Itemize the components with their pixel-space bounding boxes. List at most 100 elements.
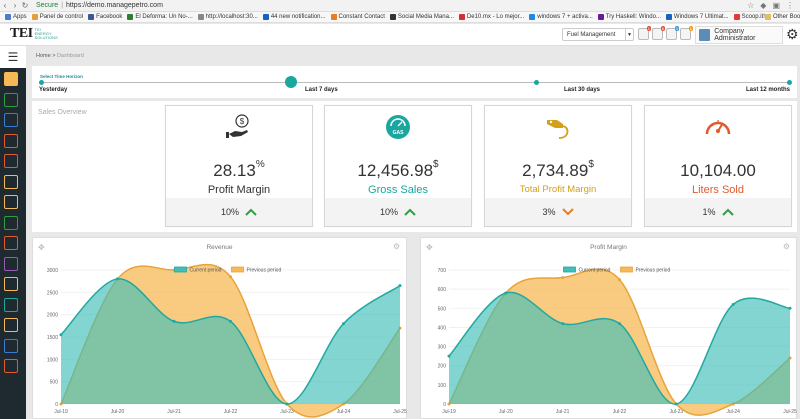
slider-track[interactable]	[42, 82, 790, 83]
svg-text:GAS: GAS	[393, 130, 405, 136]
kpi-change-value: 3%	[542, 207, 556, 217]
module-select[interactable]: Fuel Management ▼	[562, 28, 634, 41]
x-tick-label: Jul-22	[224, 409, 238, 415]
sidebar-chart-icon[interactable]	[4, 338, 18, 353]
legend-swatch-current	[563, 266, 576, 273]
y-tick-label: 500	[50, 380, 59, 386]
sidebar-cart-icon[interactable]	[4, 92, 18, 107]
sidebar-bell-icon[interactable]	[4, 256, 18, 271]
bookmark-item[interactable]: El Deforma: Un No-...	[127, 14, 193, 20]
calendar-icon[interactable]: 6	[652, 26, 665, 40]
kpi-card-profit-margin[interactable]: $ 28.13% Profit Margin 10%	[165, 105, 313, 227]
series-area-current	[449, 292, 790, 405]
bookmark-item[interactable]: De10.mx - Lo mejor...	[458, 14, 525, 20]
notification-badge: 0	[674, 26, 679, 31]
bookmark-favicon-icon	[127, 14, 134, 20]
kpi-card-gross-sales[interactable]: GAS 12,456.98$ Gross Sales 10%	[324, 105, 472, 227]
bookmark-item[interactable]: Social Media Mana...	[389, 14, 454, 20]
y-tick-label: 300	[438, 345, 447, 351]
bookmark-favicon-icon	[5, 14, 11, 20]
messages-icon[interactable]: 0	[666, 26, 679, 40]
kpi-card-total-profit-margin[interactable]: 2,734.89$ Total Profit Margin 3%	[484, 105, 632, 227]
data-point	[172, 319, 176, 323]
sidebar-droplet-icon[interactable]	[4, 297, 18, 312]
gear-icon[interactable]: ⚙	[392, 242, 400, 251]
slider-stop-12-months[interactable]	[787, 80, 792, 85]
extension-icon[interactable]: ◆	[760, 1, 767, 10]
bookmark-label: windows 7 + activa...	[537, 14, 593, 20]
bookmark-item[interactable]: 44 new notification...	[262, 14, 326, 20]
sales-overview-title: Sales Overview	[38, 109, 87, 116]
kpi-card-liters-sold[interactable]: 10,104.00 Liters Sold 1%	[644, 105, 792, 227]
bookmark-item[interactable]: Scoop.it!	[733, 14, 765, 20]
horizon-option[interactable]: Last 7 days	[305, 87, 338, 93]
trend-up-icon	[721, 208, 734, 216]
kpi-name: Gross Sales	[368, 184, 428, 196]
sidebar-sliders-icon[interactable]	[4, 174, 18, 189]
x-tick-label: Jul-24	[726, 409, 740, 415]
slider-stop-30-days[interactable]	[534, 80, 539, 85]
back-icon[interactable]: ‹	[3, 1, 7, 10]
sidebar-card-icon[interactable]	[4, 195, 18, 209]
time-horizon-label: Select Time Horizon	[40, 74, 83, 79]
menu-icon[interactable]: ⋮	[786, 1, 794, 10]
sidebar-money-icon[interactable]	[4, 215, 18, 230]
kpi-name: Total Profit Margin	[519, 184, 597, 195]
bookmark-item[interactable]: Panel de control	[31, 14, 83, 20]
user-menu[interactable]: Company Administrator	[695, 26, 783, 44]
horizon-option[interactable]: Yesterday	[39, 87, 68, 93]
horizon-option[interactable]: Last 30 days	[564, 87, 601, 93]
bookmark-favicon-icon	[389, 14, 396, 20]
other-bookmarks[interactable]: Other Bookmarks	[764, 14, 800, 20]
bookmark-item[interactable]: Constant Contact	[330, 14, 385, 20]
bookmark-label: De10.mx - Lo mejor...	[466, 14, 525, 20]
bookmark-item[interactable]: Facebook	[88, 14, 122, 20]
sidebar-dashboard-icon[interactable]	[4, 72, 18, 86]
x-tick-label: Jul-19	[54, 409, 68, 415]
legend-label: Previous period	[247, 268, 282, 274]
sidebar-flag-icon[interactable]	[4, 113, 18, 127]
sidebar-puzzle-icon[interactable]	[4, 359, 18, 373]
bookmark-item[interactable]: http://localhost:30...	[197, 14, 258, 20]
data-point	[229, 275, 232, 279]
extension-icon[interactable]: ▣	[772, 1, 780, 10]
slider-stop-yesterday[interactable]	[39, 80, 44, 85]
y-tick-label: 600	[438, 287, 447, 293]
reload-icon[interactable]: ↻	[21, 1, 29, 10]
legend-swatch-current	[174, 266, 187, 273]
horizon-option[interactable]: Last 12 months	[746, 87, 791, 93]
address-input[interactable]: https://demo.managepetro.com	[66, 2, 163, 9]
bookmark-label: 44 new notification...	[270, 14, 326, 20]
star-icon[interactable]: ☆	[747, 1, 755, 10]
bookmark-label: Try Haskell: Windo...	[605, 14, 661, 20]
notification-icon[interactable]: 1	[638, 26, 651, 40]
time-horizon-slider[interactable]: Select Time Horizon Yesterday Last 7 day…	[32, 66, 797, 98]
alerts-icon[interactable]: 1	[680, 26, 693, 40]
sidebar-monitor-icon[interactable]	[4, 277, 18, 291]
app-logo[interactable]: TEI TEI ENERGY SOLUTIONS	[10, 26, 59, 42]
gear-icon[interactable]: ⚙	[782, 242, 790, 251]
y-tick-label: 400	[438, 325, 447, 331]
sidebar-receipt-icon[interactable]	[4, 154, 18, 168]
sidebar-gear-icon[interactable]	[4, 318, 18, 332]
bookmark-item[interactable]: Try Haskell: Windo...	[597, 14, 661, 20]
breadcrumb-home[interactable]: Home	[36, 53, 51, 59]
sidebar-pump-icon[interactable]	[4, 133, 18, 148]
data-point	[116, 277, 119, 281]
gear-icon[interactable]: ⚙	[786, 26, 799, 42]
sidebar-truck-icon[interactable]	[4, 236, 18, 250]
bookmark-favicon-icon	[597, 14, 604, 20]
bookmark-item[interactable]: Windows 7 Ultimat...	[665, 14, 729, 20]
hamburger-icon[interactable]: ☰	[0, 46, 26, 68]
bookmark-item[interactable]: windows 7 + activa...	[529, 14, 593, 20]
x-tick-label: Jul-24	[337, 409, 351, 415]
bookmark-item[interactable]: Apps	[5, 14, 27, 20]
data-point	[285, 402, 289, 406]
drag-handle-icon[interactable]: ✥	[38, 243, 45, 252]
kpi-value: 10,104.00	[680, 161, 756, 180]
drag-handle-icon[interactable]: ✥	[426, 243, 433, 252]
slider-handle[interactable]	[285, 76, 297, 88]
user-name: Company Administrator	[714, 28, 756, 42]
kpi-change-value: 1%	[702, 207, 716, 217]
forward-icon[interactable]: ›	[13, 1, 17, 10]
